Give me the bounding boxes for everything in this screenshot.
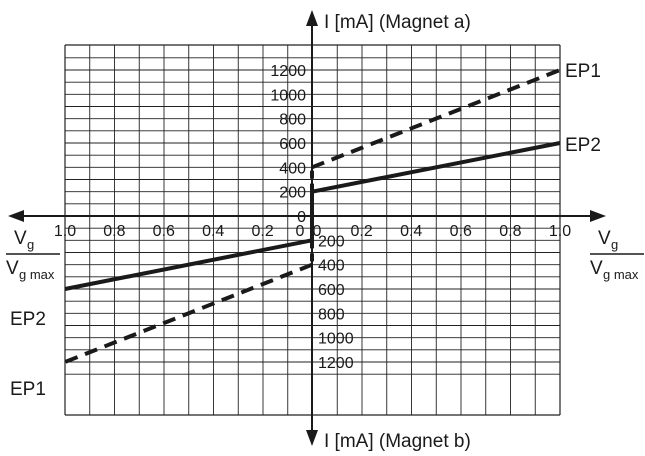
- x-tick-label-right: 0.6: [450, 223, 472, 240]
- top-axis-title: I [mA] (Magnet a): [324, 12, 471, 33]
- y-tick-label-bottom: 1000: [318, 331, 354, 348]
- y-axis-up-arrow-icon: [306, 10, 318, 26]
- x-axis-left-arrow-icon: [8, 210, 24, 222]
- x-axis-label-left-denominator-sub: g max: [19, 267, 55, 282]
- labels: 1200100080060040020002004006008001000120…: [6, 12, 644, 452]
- x-tick-label-left: 0.8: [103, 223, 125, 240]
- bottom-axis-title: I [mA] (Magnet b): [324, 431, 471, 452]
- x-axis-label-right-denominator-sub: g max: [603, 267, 639, 282]
- series-label-ep2: EP2: [10, 309, 46, 330]
- series-line-ep1-3: [64, 262, 313, 364]
- x-tick-label-zero: 0: [313, 223, 322, 240]
- y-tick-label-top: 600: [279, 136, 306, 153]
- x-tick-label-left: 0.6: [153, 223, 175, 240]
- x-tick-label-zero: 0: [296, 223, 305, 240]
- x-axis-label-right-numerator-sub: g: [611, 237, 618, 252]
- series-label-ep1: EP1: [565, 61, 601, 82]
- x-axis-label-right-denominator: V: [590, 258, 603, 279]
- x-tick-label-left: 0.2: [251, 223, 273, 240]
- y-axis-down-arrow-icon: [306, 430, 318, 446]
- y-tick-label-bottom: 800: [318, 306, 345, 323]
- y-tick-label-top: 1000: [270, 87, 306, 104]
- x-tick-label-right: 0.4: [400, 223, 422, 240]
- y-tick-label-bottom: 1200: [318, 355, 354, 372]
- y-tick-label-top: 400: [279, 160, 306, 177]
- y-tick-label-bottom: 200: [318, 233, 345, 250]
- series-label-ep2: EP2: [565, 135, 601, 156]
- x-axis-label-left-numerator: V: [14, 228, 27, 249]
- series-line-ep2-1: [311, 141, 561, 194]
- series-line-ep2-2: [64, 238, 313, 291]
- series-line-ep1-0: [311, 68, 561, 170]
- x-tick-label-left: 1.0: [54, 223, 76, 240]
- x-tick-label-left: 0.4: [202, 223, 224, 240]
- y-tick-label-bottom: 400: [318, 258, 345, 275]
- x-tick-label-right: 1.0: [549, 223, 571, 240]
- y-tick-label-top: 200: [279, 185, 306, 202]
- series-lines: [64, 68, 561, 364]
- x-axis-label-right-numerator: V: [598, 228, 611, 249]
- y-tick-label-top: 1200: [270, 63, 306, 80]
- x-axis-label-left-numerator-sub: g: [27, 237, 34, 252]
- y-tick-label-bottom: 600: [318, 282, 345, 299]
- x-axis-label-left-denominator: V: [6, 258, 19, 279]
- x-tick-label-right: 0.8: [499, 223, 521, 240]
- x-axis-right-arrow-icon: [590, 210, 606, 222]
- x-tick-label-right: 0.2: [350, 223, 372, 240]
- y-tick-label-top: 800: [279, 112, 306, 129]
- y-tick-label-top: 0: [297, 209, 306, 226]
- series-label-ep1: EP1: [10, 379, 46, 400]
